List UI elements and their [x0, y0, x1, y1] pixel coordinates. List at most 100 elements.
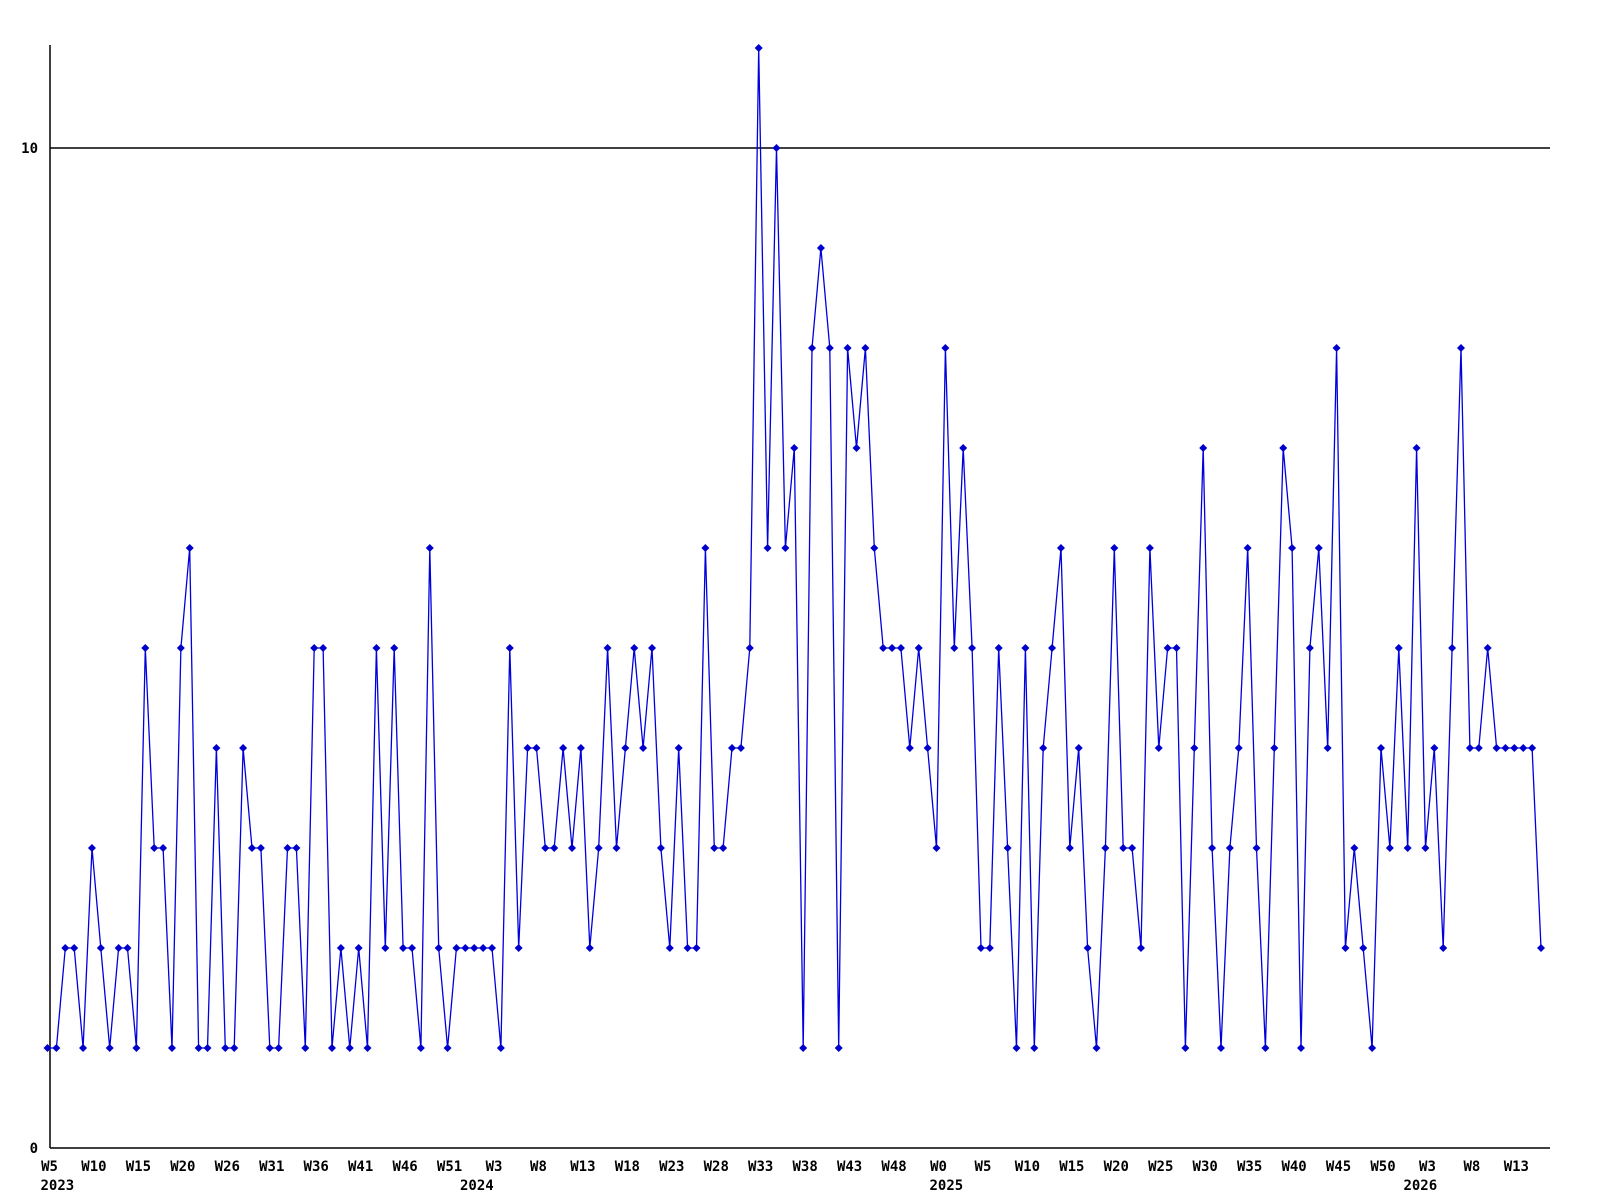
data-point-marker: [79, 1044, 88, 1052]
data-point-marker: [1261, 1044, 1270, 1052]
x-tick-label: W13: [1504, 1159, 1529, 1175]
data-point-marker: [381, 944, 390, 952]
x-tick-label: W13: [570, 1159, 595, 1175]
data-point-marker: [932, 844, 941, 852]
data-point-marker: [1483, 644, 1492, 652]
data-point-marker: [550, 844, 559, 852]
data-point-marker: [1065, 844, 1074, 852]
data-point-marker: [70, 944, 79, 952]
data-point-marker: [559, 744, 568, 752]
data-point-marker: [1279, 444, 1288, 452]
data-point-marker: [105, 1044, 114, 1052]
data-point-marker: [541, 844, 550, 852]
data-point-marker: [825, 344, 834, 352]
data-point-marker: [994, 644, 1003, 652]
data-point-marker: [345, 1044, 354, 1052]
data-point-marker: [141, 644, 150, 652]
data-point-marker: [1501, 744, 1510, 752]
data-point-marker: [434, 944, 443, 952]
data-point-marker: [905, 744, 914, 752]
data-point-marker: [274, 1044, 283, 1052]
data-point-marker: [230, 1044, 239, 1052]
data-point-marker: [852, 444, 861, 452]
x-tick-label: W46: [392, 1159, 417, 1175]
data-point-marker: [176, 644, 185, 652]
data-point-marker: [52, 1044, 61, 1052]
data-point-marker: [870, 544, 879, 552]
data-point-marker: [674, 744, 683, 752]
x-tick-label: W40: [1281, 1159, 1306, 1175]
data-point-marker: [719, 844, 728, 852]
data-point-marker: [1101, 844, 1110, 852]
data-point-marker: [1252, 844, 1261, 852]
x-tick-label: W26: [215, 1159, 240, 1175]
data-point-marker: [1199, 444, 1208, 452]
x-tick-label: W23: [659, 1159, 684, 1175]
data-point-marker: [834, 1044, 843, 1052]
data-point-marker: [1412, 444, 1421, 452]
x-tick-label: W28: [704, 1159, 729, 1175]
data-point-marker: [452, 944, 461, 952]
data-point-marker: [896, 644, 905, 652]
data-point-marker: [1154, 744, 1163, 752]
data-point-marker: [523, 744, 532, 752]
x-tick-label: W33: [748, 1159, 773, 1175]
data-point-marker: [390, 644, 399, 652]
data-point-marker: [683, 944, 692, 952]
year-label-2026: 2026: [1403, 1178, 1437, 1194]
data-point-marker: [959, 444, 968, 452]
data-point-marker: [1439, 944, 1448, 952]
data-point-marker: [247, 844, 256, 852]
data-point-marker: [1092, 1044, 1101, 1052]
data-point-marker: [1377, 744, 1385, 752]
data-point-marker: [816, 244, 825, 252]
data-point-marker: [292, 844, 301, 852]
data-point-marker: [692, 944, 701, 952]
data-point-marker: [1003, 844, 1012, 852]
data-point-marker: [568, 844, 577, 852]
x-tick-label: W51: [437, 1159, 462, 1175]
data-point-marker: [923, 744, 932, 752]
data-point-marker: [879, 644, 888, 652]
data-point-marker: [283, 844, 292, 852]
data-point-marker: [1448, 644, 1457, 652]
x-tick-label: W8: [1463, 1159, 1480, 1175]
data-point-marker: [1243, 544, 1252, 552]
x-tick-label: W41: [348, 1159, 373, 1175]
data-point-marker: [496, 1044, 505, 1052]
data-point-marker: [728, 744, 737, 752]
data-point-marker: [372, 644, 381, 652]
data-point-marker: [612, 844, 621, 852]
data-point-marker: [976, 944, 985, 952]
x-tick-label: W5: [975, 1159, 992, 1175]
data-point-marker: [745, 644, 754, 652]
data-point-marker: [1368, 1044, 1377, 1052]
data-point-markers: [43, 44, 1546, 1052]
data-point-marker: [763, 544, 772, 552]
data-point-marker: [985, 944, 994, 952]
data-point-marker: [1225, 844, 1234, 852]
data-point-marker: [221, 1044, 230, 1052]
data-point-marker: [114, 944, 123, 952]
data-point-marker: [265, 1044, 274, 1052]
x-tick-label: W5: [41, 1159, 58, 1175]
data-point-marker: [1119, 844, 1128, 852]
data-point-marker: [1056, 544, 1065, 552]
x-tick-label: W45: [1326, 1159, 1351, 1175]
data-point-marker: [1021, 644, 1030, 652]
data-point-marker: [310, 644, 319, 652]
data-point-marker: [1216, 1044, 1225, 1052]
data-point-marker: [479, 944, 488, 952]
data-point-marker: [1190, 744, 1199, 752]
year-label-2023: 2023: [41, 1178, 75, 1194]
data-point-marker: [336, 944, 345, 952]
data-point-marker: [701, 544, 710, 552]
data-point-marker: [1128, 844, 1137, 852]
data-point-marker: [1421, 844, 1430, 852]
data-point-marker: [167, 1044, 176, 1052]
data-point-marker: [1465, 744, 1474, 752]
data-point-marker: [505, 644, 514, 652]
x-tick-label: W25: [1148, 1159, 1173, 1175]
